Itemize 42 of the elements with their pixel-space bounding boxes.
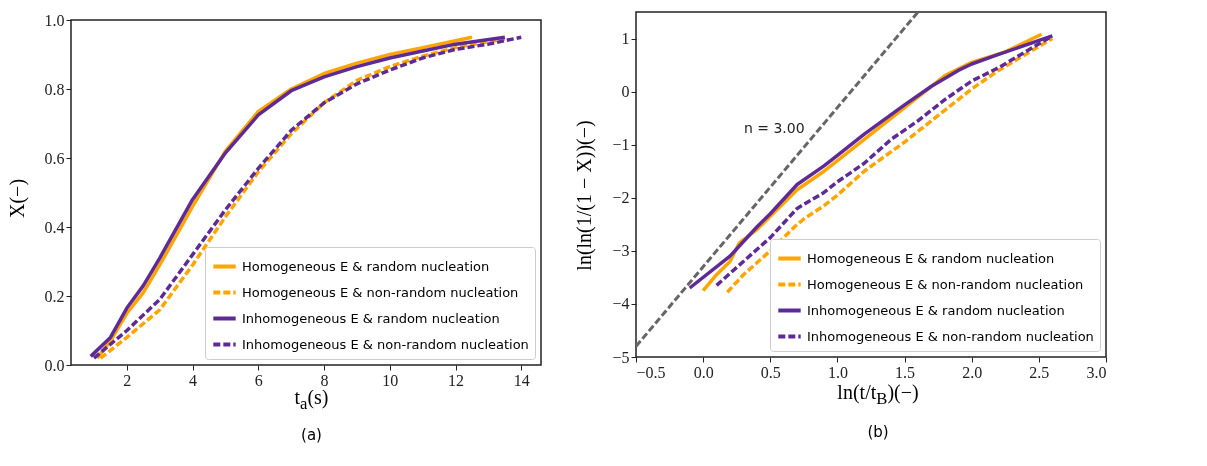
x-axis-title: ln(t/t$_{B}$)(−)	[836, 380, 920, 410]
legend-label: Inhomogeneous E & non-random nucleation	[242, 336, 529, 352]
legend-label: Homogeneous E & random nucleation	[807, 250, 1055, 266]
y-tick-label: 1	[621, 30, 630, 48]
y-tick-label: −2	[612, 189, 630, 207]
x-tick-label: 0.0	[693, 363, 714, 381]
annotation: n = 3.00	[743, 120, 805, 137]
legend-label: Homogeneous E & non-random nucleation	[242, 284, 519, 300]
x-tick-label: −0.5	[636, 363, 666, 381]
y-tick-label: 1.0	[44, 11, 65, 29]
legend-label: Inhomogeneous E & non-random nucleation	[807, 328, 1094, 344]
x-tick-label: 1.5	[895, 363, 916, 381]
x-tick-label: 14	[513, 371, 530, 389]
text: (b)	[866, 423, 890, 444]
legend-label: Homogeneous E & random nucleation	[242, 258, 490, 274]
x-tick-label: 1.0	[827, 363, 848, 381]
text: (a)	[300, 426, 323, 444]
y-tick-label: −4	[612, 295, 630, 313]
y-axis-title: X(−)	[6, 177, 30, 220]
x-tick-label: 2.5	[1029, 363, 1050, 381]
y-tick-label: 0.2	[44, 287, 65, 305]
x-tick-label: 12	[448, 371, 465, 389]
x-tick-label: 8	[320, 371, 329, 389]
x-tick-label: 2	[123, 371, 132, 389]
y-tick-label: 0.4	[44, 218, 65, 236]
x-tick-label: 0.5	[760, 363, 781, 381]
y-tick-label: 0.6	[44, 149, 65, 167]
legend-label: Inhomogeneous E & random nucleation	[242, 310, 500, 326]
x-tick-label: 6	[254, 371, 263, 389]
x-tick-label: 10	[382, 371, 399, 389]
y-tick-label: 0	[621, 83, 630, 101]
y-tick-label: −5	[612, 348, 630, 366]
x-tick-label: 3.0	[1086, 363, 1107, 381]
legend-label: Inhomogeneous E & random nucleation	[807, 302, 1065, 318]
x-axis-title: t$_{a}$(s)	[294, 386, 329, 413]
y-tick-label: −3	[612, 242, 630, 260]
legend-label: Homogeneous E & non-random nucleation	[807, 276, 1084, 292]
y-tick-label: 0.8	[44, 80, 65, 98]
y-axis-title: ln(ln(1/(1 − X))(−)	[573, 119, 597, 273]
y-tick-label: −1	[612, 136, 630, 154]
x-tick-label: 4	[189, 371, 198, 389]
x-tick-label: 2.0	[962, 363, 983, 381]
